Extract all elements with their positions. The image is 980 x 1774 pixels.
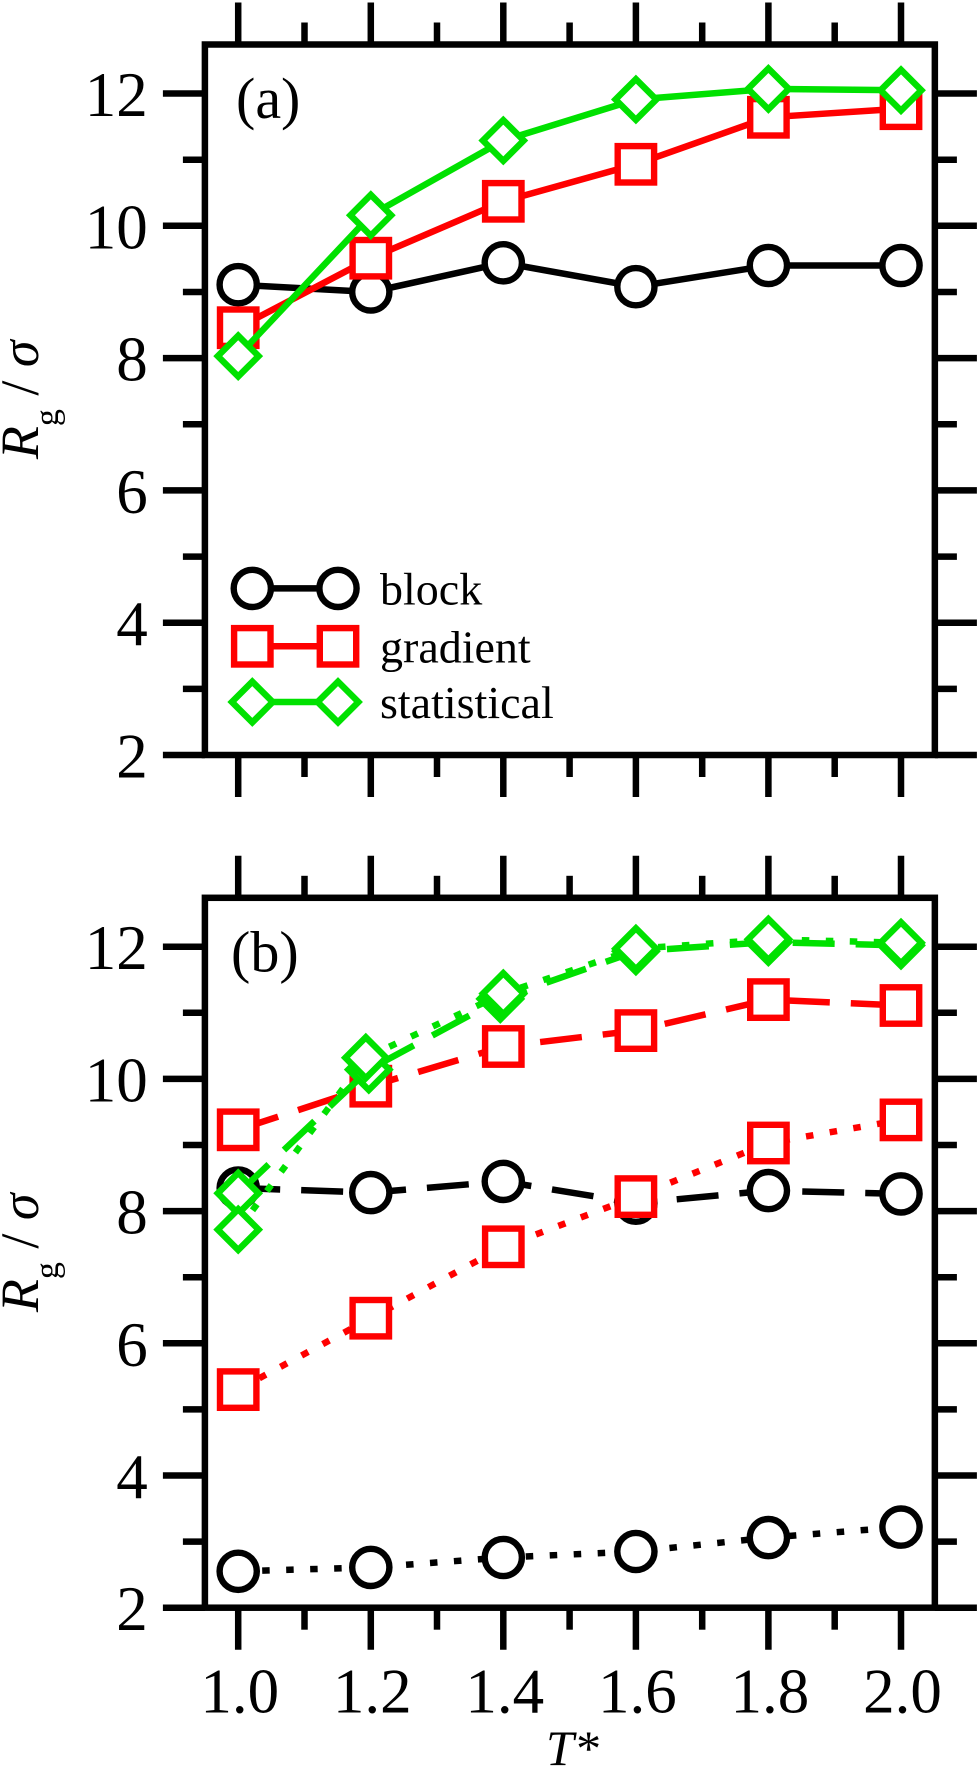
- svg-text:6: 6: [116, 1310, 148, 1380]
- svg-text:12: 12: [85, 60, 148, 130]
- svg-text:8: 8: [116, 325, 148, 395]
- svg-text:T*: T*: [546, 1720, 599, 1769]
- svg-text:4: 4: [116, 589, 148, 659]
- svg-text:10: 10: [85, 192, 148, 262]
- svg-text:gradient: gradient: [380, 621, 531, 672]
- svg-text:Rg / σ: Rg / σ: [0, 338, 66, 460]
- svg-text:10: 10: [85, 1045, 148, 1115]
- svg-text:12: 12: [85, 913, 148, 983]
- svg-text:2.0: 2.0: [863, 1657, 942, 1727]
- svg-text:statistical: statistical: [380, 677, 554, 728]
- svg-text:4: 4: [116, 1442, 148, 1512]
- svg-text:2: 2: [116, 1574, 148, 1644]
- svg-text:1.6: 1.6: [598, 1657, 677, 1727]
- svg-text:2: 2: [116, 722, 148, 792]
- svg-text:Rg / σ: Rg / σ: [0, 1191, 66, 1313]
- svg-text:6: 6: [116, 457, 148, 527]
- svg-text:1.8: 1.8: [731, 1657, 810, 1727]
- svg-text:(a): (a): [236, 66, 300, 131]
- svg-text:(b): (b): [231, 920, 299, 985]
- svg-text:block: block: [380, 563, 482, 614]
- svg-text:8: 8: [116, 1178, 148, 1248]
- svg-text:1.2: 1.2: [333, 1657, 412, 1727]
- svg-text:1.4: 1.4: [465, 1657, 544, 1727]
- svg-text:1.0: 1.0: [200, 1657, 279, 1727]
